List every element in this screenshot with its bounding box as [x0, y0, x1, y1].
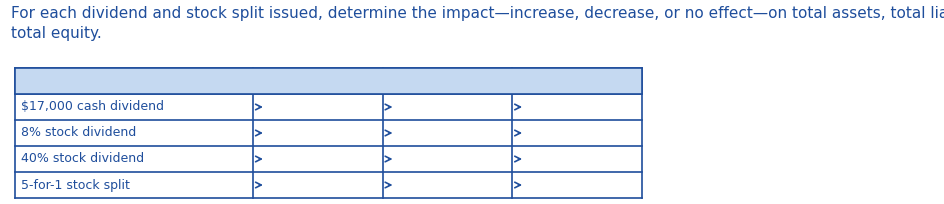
Text: For each dividend and stock split issued, determine the impact—increase, decreas: For each dividend and stock split issued…	[11, 6, 944, 41]
Text: $17,000 cash dividend: $17,000 cash dividend	[22, 101, 164, 113]
Text: Total Equity: Total Equity	[532, 74, 621, 88]
Text: 8% stock dividend: 8% stock dividend	[22, 126, 136, 140]
Text: 5-for-1 stock split: 5-for-1 stock split	[22, 178, 130, 192]
Text: Total Liabilities: Total Liabilities	[390, 74, 504, 88]
Text: 40% stock dividend: 40% stock dividend	[22, 153, 144, 165]
Text: Total Assets: Total Assets	[273, 74, 362, 88]
Bar	[15, 68, 641, 94]
